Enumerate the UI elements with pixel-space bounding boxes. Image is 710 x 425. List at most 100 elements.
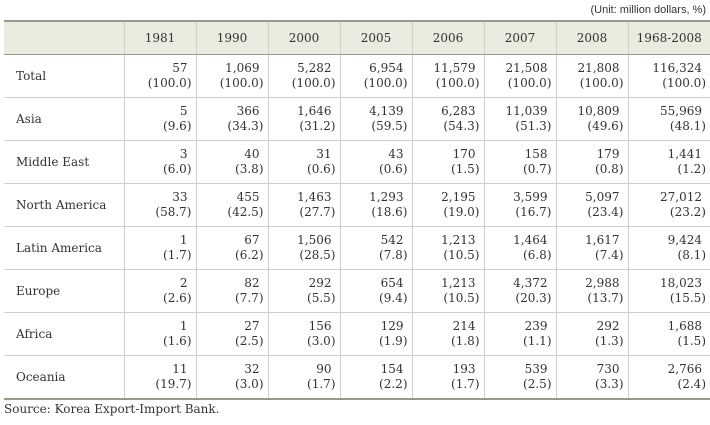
data-cell: 1,069 (100.0) (195, 54, 268, 98)
amount-value: 539 (524, 362, 548, 376)
amount-value: 27 (244, 319, 260, 333)
region-label: Total (16, 68, 47, 83)
amount-value: 11,579 (433, 61, 476, 75)
amount-value: 730 (596, 362, 620, 376)
table-row: North America 33 (58.7) 455 (42.5) 1,463 (27.7… (4, 183, 710, 227)
amount-value: 2,195 (441, 190, 476, 204)
share-value: (10.5) (443, 248, 480, 262)
share-value: (54.3) (443, 119, 480, 133)
header-blank-cell (4, 21, 124, 55)
amount-value: 1,069 (225, 61, 260, 75)
share-value: (13.7) (587, 291, 624, 305)
data-cell: 730 (3.3) (555, 355, 628, 399)
data-cell: 11,039 (51.3) (483, 97, 556, 141)
share-value: (1.5) (451, 162, 480, 176)
region-label: North America (4, 183, 124, 227)
share-value: (1.8) (451, 334, 480, 348)
amount-value: 3 (179, 147, 188, 161)
amount-value: 129 (380, 319, 404, 333)
header-year: 2000 (267, 21, 340, 55)
data-cell: 43 (0.6) (339, 140, 412, 184)
data-cell: 4,139 (59.5) (339, 97, 412, 141)
amount-value: 239 (524, 319, 548, 333)
header-row: 1981 1990 2000 2005 2006 2007 2008 1968-… (4, 21, 710, 55)
amount-value: 1 (179, 319, 188, 333)
data-cell: 33 (58.7) (123, 183, 196, 227)
amount-value: 2,766 (667, 362, 702, 376)
share-value: (27.7) (299, 205, 336, 219)
share-value: (28.5) (299, 248, 336, 262)
share-value: (0.6) (379, 162, 408, 176)
share-value: (23.4) (587, 205, 624, 219)
share-value: (3.3) (595, 377, 624, 391)
share-value: (100.0) (662, 76, 706, 90)
share-value: (2.6) (163, 291, 192, 305)
data-cell: 539 (2.5) (483, 355, 556, 399)
share-value: (1.7) (163, 248, 192, 262)
data-cell: 82 (7.7) (195, 269, 268, 313)
data-cell: 292 (5.5) (267, 269, 340, 313)
share-value: (48.1) (669, 119, 706, 133)
region-label: Europe (4, 269, 124, 313)
header-year: 1990 (195, 21, 268, 55)
share-value: (0.6) (307, 162, 336, 176)
data-cell: 179 (0.8) (555, 140, 628, 184)
data-cell: 2,988 (13.7) (555, 269, 628, 313)
amount-value: 154 (380, 362, 404, 376)
data-cell: 1,213 (10.5) (411, 269, 484, 313)
share-value: (31.2) (299, 119, 336, 133)
amount-value: 1,463 (297, 190, 332, 204)
investment-table: 1981 1990 2000 2005 2006 2007 2008 1968-… (4, 20, 710, 400)
amount-value: 57 (172, 61, 188, 75)
amount-value: 6,283 (441, 104, 476, 118)
amount-value: 82 (244, 276, 260, 290)
share-value: (2.5) (235, 334, 264, 348)
data-cell: 154 (2.2) (339, 355, 412, 399)
amount-value: 654 (380, 276, 404, 290)
data-cell: 27 (2.5) (195, 312, 268, 356)
data-cell: 10,809 (49.6) (555, 97, 628, 141)
amount-value: 90 (316, 362, 332, 376)
share-value: (15.5) (669, 291, 706, 305)
amount-value: 116,324 (652, 61, 702, 75)
share-value: (1.2) (677, 162, 706, 176)
data-cell: 2,195 (19.0) (411, 183, 484, 227)
amount-value: 4,139 (369, 104, 404, 118)
share-value: (1.7) (451, 377, 480, 391)
data-cell: 9,424 (8.1) (627, 226, 710, 270)
header-year: 1968-2008 (627, 21, 710, 55)
data-cell: 455 (42.5) (195, 183, 268, 227)
data-cell: 90 (1.7) (267, 355, 340, 399)
data-cell: 27,012 (23.2) (627, 183, 710, 227)
data-cell: 1,441 (1.2) (627, 140, 710, 184)
data-cell: 31 (0.6) (267, 140, 340, 184)
share-value: (7.4) (595, 248, 624, 262)
share-value: (1.1) (523, 334, 552, 348)
unit-note: (Unit: million dollars, %) (590, 4, 706, 16)
data-cell: 116,324 (100.0) (627, 54, 710, 98)
share-value: (2.5) (523, 377, 552, 391)
share-value: (3.8) (235, 162, 264, 176)
share-value: (6.2) (235, 248, 264, 262)
share-value: (6.0) (163, 162, 192, 176)
data-cell: 156 (3.0) (267, 312, 340, 356)
data-cell: 1,646 (31.2) (267, 97, 340, 141)
share-value: (7.7) (235, 291, 264, 305)
table-row: Europe 2 (2.6) 82 (7.7) 292 (5.5) 654 (9.4) 1,213… (4, 269, 710, 313)
share-value: (100.0) (435, 76, 480, 90)
amount-value: 43 (388, 147, 404, 161)
share-value: (100.0) (363, 76, 408, 90)
amount-value: 9,424 (667, 233, 702, 247)
amount-value: 1,213 (441, 276, 476, 290)
share-value: (58.7) (155, 205, 192, 219)
data-cell: 21,508 (100.0) (483, 54, 556, 98)
share-value: (42.5) (227, 205, 264, 219)
share-value: (51.3) (515, 119, 552, 133)
amount-value: 67 (244, 233, 260, 247)
data-cell: 40 (3.8) (195, 140, 268, 184)
amount-value: 292 (596, 319, 620, 333)
header-year: 2007 (483, 21, 556, 55)
amount-value: 55,969 (660, 104, 702, 118)
region-label: Africa (4, 312, 124, 356)
data-cell: 32 (3.0) (195, 355, 268, 399)
